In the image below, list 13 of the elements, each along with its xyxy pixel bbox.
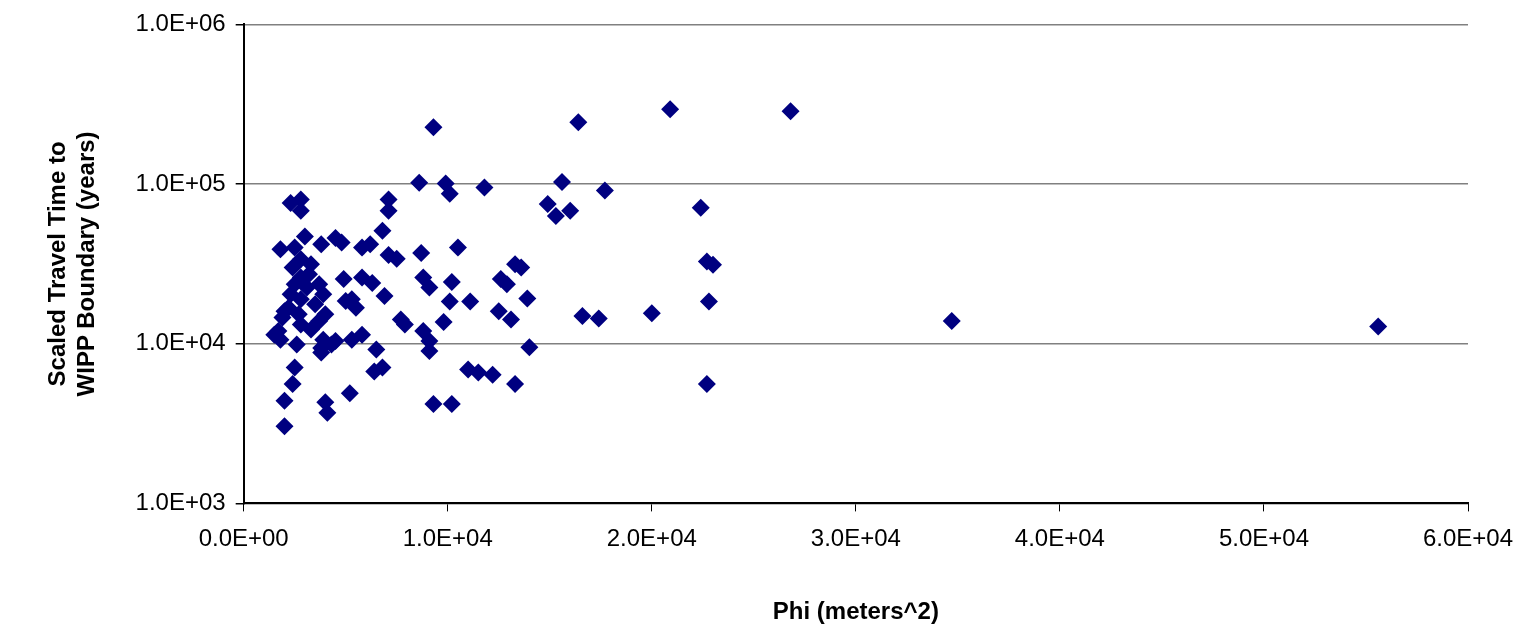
y-tick-label: 1.0E+03 [135, 488, 226, 516]
y-tick-label: 1.0E+04 [135, 328, 226, 356]
x-tick-label: 1.0E+04 [402, 524, 493, 552]
y-axis-title: Scaled Travel Time to WIPP Boundary (years) [43, 131, 99, 397]
y-tick-label: 1.0E+06 [135, 9, 226, 37]
x-tick-label: 5.0E+04 [1218, 524, 1309, 552]
x-tick-label: 0.0E+00 [198, 524, 289, 552]
x-tick-label: 4.0E+04 [1014, 524, 1105, 552]
x-tick-label: 3.0E+04 [810, 524, 901, 552]
x-tick-label: 2.0E+04 [606, 524, 697, 552]
y-tick-label: 1.0E+05 [135, 168, 226, 196]
x-tick-label: 6.0E+04 [1422, 524, 1514, 552]
x-axis-title: Phi (meters^2) [772, 597, 939, 625]
